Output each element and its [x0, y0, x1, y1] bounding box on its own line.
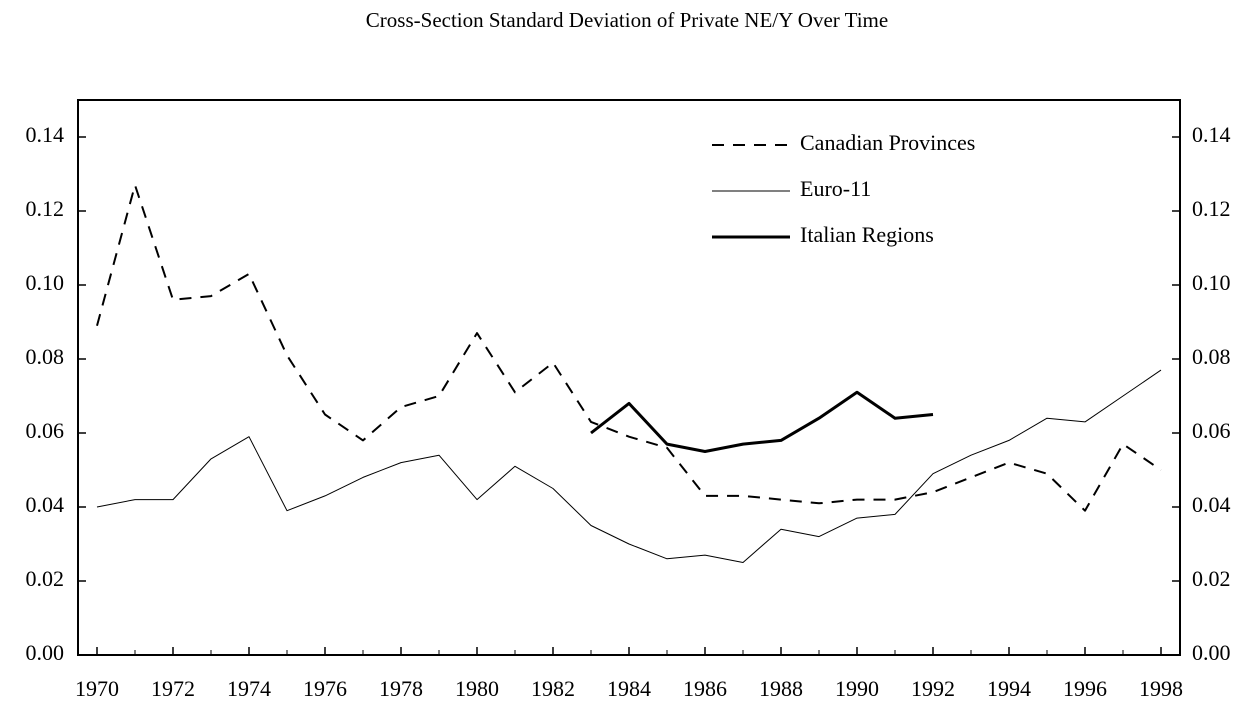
y-tick-label: 0.06 — [26, 418, 65, 443]
legend-label: Canadian Provinces — [800, 130, 975, 155]
x-tick-label: 1976 — [303, 676, 347, 701]
x-tick-label: 1988 — [759, 676, 803, 701]
plot-frame — [77, 99, 1181, 656]
legend-label: Euro-11 — [800, 176, 871, 201]
y2-tick-label: 0.08 — [1192, 344, 1231, 369]
x-tick-label: 1984 — [607, 676, 651, 701]
x-tick-label: 1972 — [151, 676, 195, 701]
y-tick-label: 0.04 — [26, 492, 65, 517]
x-tick-label: 1982 — [531, 676, 575, 701]
y2-tick-label: 0.04 — [1192, 492, 1231, 517]
y2-tick-label: 0.12 — [1192, 196, 1231, 221]
y-tick-label: 0.08 — [26, 344, 65, 369]
x-tick-label: 1980 — [455, 676, 499, 701]
series-line — [96, 184, 1162, 512]
x-tick-label: 1998 — [1139, 676, 1183, 701]
chart-title: Cross-Section Standard Deviation of Priv… — [366, 8, 888, 32]
y2-tick-label: 0.14 — [1192, 122, 1231, 147]
y2-tick-label: 0.06 — [1192, 418, 1231, 443]
y2-tick-label: 0.02 — [1192, 566, 1231, 591]
y-tick-label: 0.00 — [26, 640, 65, 665]
legend-label: Italian Regions — [800, 222, 934, 247]
x-tick-label: 1978 — [379, 676, 423, 701]
series-line — [590, 390, 934, 453]
y-tick-label: 0.02 — [26, 566, 65, 591]
y-tick-label: 0.14 — [26, 122, 65, 147]
x-tick-label: 1994 — [987, 676, 1031, 701]
x-tick-label: 1986 — [683, 676, 727, 701]
y-tick-label: 0.12 — [26, 196, 65, 221]
y2-tick-label: 0.10 — [1192, 270, 1231, 295]
x-tick-label: 1992 — [911, 676, 955, 701]
x-tick-label: 1990 — [835, 676, 879, 701]
x-tick-label: 1970 — [75, 676, 119, 701]
y2-tick-label: 0.00 — [1192, 640, 1231, 665]
y-tick-label: 0.10 — [26, 270, 65, 295]
x-tick-label: 1974 — [227, 676, 271, 701]
series-line — [96, 369, 1162, 563]
x-tick-label: 1996 — [1063, 676, 1107, 701]
